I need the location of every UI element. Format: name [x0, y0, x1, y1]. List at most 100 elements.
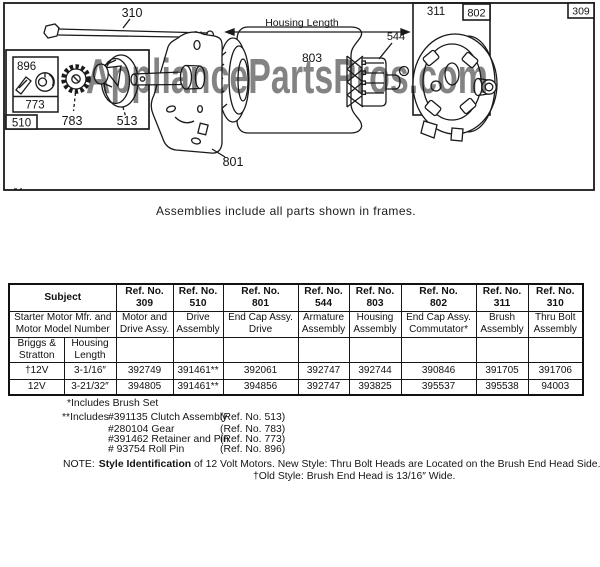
- footnote-brush-set: *Includes Brush Set: [67, 398, 159, 409]
- empty-cell: [400, 336, 477, 363]
- table-row: †12V 3-1/16″ 392749 391461** 392061 3927…: [8, 361, 584, 380]
- housing-length-header-cell: Housing Length: [63, 336, 117, 363]
- assembly-cell: Drive Assembly: [172, 310, 224, 338]
- part-number-cell: 395537: [400, 378, 477, 396]
- shaft-drawing: [130, 64, 206, 90]
- ref-header-cell: Ref. No. 801: [222, 283, 299, 312]
- frame-309-label-box: [567, 2, 595, 19]
- footnote-part: #391462 Retainer and Pin: [108, 434, 229, 445]
- assembly-cell: Armature Assembly: [297, 310, 350, 338]
- subject-description-cell: Starter Motor Mfr. and Motor Model Numbe…: [8, 310, 117, 338]
- footnote-part: # 93754 Roll Pin: [108, 444, 185, 455]
- label-544: 544: [387, 31, 405, 43]
- empty-cell: [527, 336, 584, 363]
- assembly-cell: End Cap Assy. Commutator*: [400, 310, 477, 338]
- footnote-ref: (Ref. No. 773): [220, 434, 286, 445]
- parts-diagram: 310 309 896 773 510 783 513 801 803 544 …: [3, 2, 595, 191]
- frame-510-label-box: [5, 114, 38, 130]
- empty-cell: [222, 336, 299, 363]
- label-803: 803: [302, 51, 322, 65]
- part-number-cell: 392744: [348, 361, 402, 380]
- note-bold-text: Style Identification: [98, 459, 192, 470]
- frame-510: [5, 49, 150, 130]
- empty-cell: [348, 336, 402, 363]
- length-cell: 3-1/16″: [63, 361, 117, 380]
- parts-reference-table: Subject Ref. No. 309 Ref. No. 510 Ref. No.…: [8, 283, 585, 397]
- part-number-cell: 392749: [115, 361, 174, 380]
- subject-header-cell: Subject: [8, 283, 117, 312]
- model-cell: †12V: [8, 361, 65, 380]
- empty-cell: [115, 336, 174, 363]
- end-cap-commutator-drawing: [398, 33, 498, 142]
- frame-309: [3, 2, 595, 191]
- label-510: 510: [12, 118, 31, 130]
- label-311: 311: [427, 6, 445, 18]
- part-number-cell: 391706: [527, 361, 584, 380]
- label-896: 896: [17, 61, 36, 73]
- note-text: of 12 Volt Motors. New Style: Thru Bolt …: [194, 459, 600, 470]
- assembly-name-row: Starter Motor Mfr. and Motor Model Numbe…: [8, 310, 584, 338]
- empty-cell: [297, 336, 350, 363]
- ref-header-cell: Ref. No. 311: [475, 283, 529, 312]
- armature-drawing: [346, 42, 401, 108]
- end-cap-drive-drawing: [150, 31, 226, 158]
- empty-cell: [475, 336, 529, 363]
- assembly-cell: Housing Assembly: [348, 310, 402, 338]
- footnote-prefix: **Includes: [62, 412, 109, 423]
- ref-header-cell: Ref. No. 803: [348, 283, 402, 312]
- watermark-text: AppliancePartsPros.com: [86, 50, 488, 104]
- clutch-drawing: [93, 54, 139, 117]
- note-label: NOTE:: [63, 459, 95, 470]
- roll-pin-drawing: [15, 76, 32, 95]
- label-801: 801: [223, 155, 244, 169]
- sub-header-row: Briggs & Stratton Housing Length: [8, 336, 584, 363]
- part-number-cell: 392061: [222, 361, 299, 380]
- footnote-part: #391135 Clutch Assembly: [108, 412, 228, 423]
- part-number-cell: 94003: [527, 378, 584, 396]
- drive-gear-stack-drawing: [215, 37, 250, 123]
- gear-drawing: [61, 64, 91, 112]
- part-number-cell: 394856: [222, 378, 299, 396]
- empty-cell: [172, 336, 224, 363]
- label-309: 309: [572, 6, 590, 18]
- ref-header-cell: Ref. No. 802: [400, 283, 477, 312]
- mfr-header-cell: Briggs & Stratton: [8, 336, 65, 363]
- label-773: 773: [25, 100, 44, 112]
- table-header-row: Subject Ref. No. 309 Ref. No. 510 Ref. No.…: [8, 283, 584, 312]
- part-number-cell: 395538: [475, 378, 529, 396]
- figure-caption: Assemblies include all parts shown in fr…: [155, 204, 417, 218]
- label-783: 783: [62, 114, 83, 128]
- footnote-ref: (Ref. No. 783): [220, 424, 286, 435]
- footnote-ref: (Ref. No. 513): [220, 412, 286, 423]
- part-number-cell: 392747: [297, 378, 350, 396]
- model-cell: 12V: [8, 378, 65, 396]
- footnote-ref: (Ref. No. 896): [220, 444, 286, 455]
- part-number-cell: 392747: [297, 361, 350, 380]
- old-style-note: †Old Style: Brush End Head is 13/16″ Wid…: [253, 471, 456, 482]
- footnote-part: #280104 Gear: [108, 424, 175, 435]
- part-number-cell: 394805: [115, 378, 174, 396]
- assembly-cell: End Cap Assy. Drive: [222, 310, 299, 338]
- part-number-cell: 393825: [348, 378, 402, 396]
- part-number-cell: 390846: [400, 361, 477, 380]
- assembly-cell: Motor and Drive Assy.: [115, 310, 174, 338]
- ref-header-cell: Ref. No. 309: [115, 283, 174, 312]
- frame-896-773: [12, 56, 59, 113]
- part-number-cell: 391705: [475, 361, 529, 380]
- retainer-drawing: [35, 72, 55, 92]
- length-cell: 3-21/32″: [63, 378, 117, 396]
- label-housing-length: Housing Length: [265, 17, 339, 29]
- label-802: 802: [467, 8, 485, 20]
- assembly-cell: Brush Assembly: [475, 310, 529, 338]
- ref-header-cell: Ref. No. 310: [527, 283, 584, 312]
- ref-header-cell: Ref. No. 510: [172, 283, 224, 312]
- style-note: NOTE: Style Identification of 12 Volt Mot…: [63, 459, 600, 470]
- label-310: 310: [122, 6, 143, 20]
- part-number-cell: 391461**: [172, 361, 224, 380]
- assembly-cell: Thru Bolt Assembly: [527, 310, 584, 338]
- frame-802-label-box: [462, 3, 491, 21]
- part-number-cell: 391461**: [172, 378, 224, 396]
- table-row: 12V 3-21/32″ 394805 391461** 394856 3927…: [8, 378, 584, 396]
- label-513: 513: [117, 114, 138, 128]
